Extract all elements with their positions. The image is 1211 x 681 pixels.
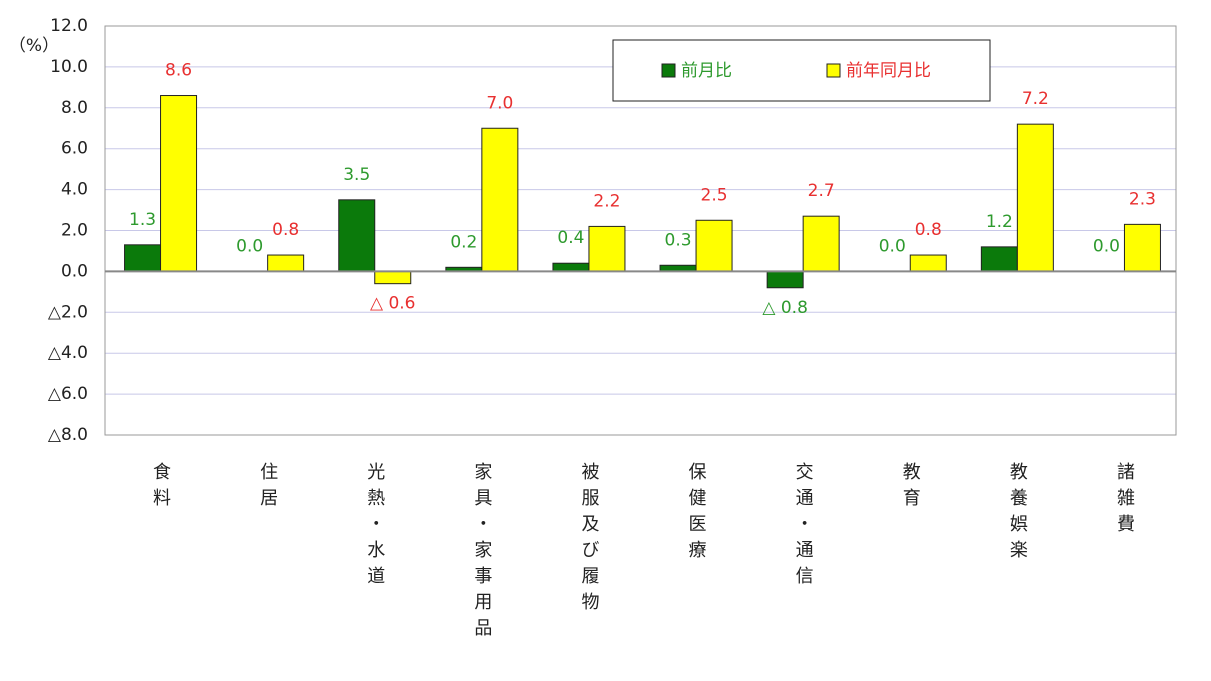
x-tick-label: 保健医療 — [686, 462, 707, 566]
value-label: △ 0.6 — [370, 294, 416, 314]
value-label: 2.5 — [701, 185, 728, 205]
y-tick-label: 4.0 — [61, 180, 88, 200]
value-label: 8.6 — [165, 61, 192, 81]
bar — [802, 215, 840, 272]
y-tick-label: △2.0 — [48, 302, 88, 322]
x-tick-label: 食料 — [150, 462, 171, 514]
y-axis-label: （%） — [9, 36, 59, 56]
x-tick-label: 教養娯楽 — [1007, 462, 1028, 566]
y-tick-label: 6.0 — [61, 139, 88, 159]
bar — [338, 199, 376, 272]
value-label: 0.8 — [272, 220, 299, 240]
y-tick-label: 0.0 — [61, 261, 88, 281]
bar — [124, 244, 162, 272]
value-label: 0.4 — [557, 228, 584, 248]
value-label: 0.2 — [450, 232, 477, 252]
value-label: 0.0 — [236, 236, 263, 256]
value-label: 0.8 — [915, 220, 942, 240]
value-label: △ 0.8 — [762, 298, 808, 318]
legend-label: 前月比 — [681, 61, 732, 81]
legend-swatch — [661, 63, 676, 78]
y-tick-label: △8.0 — [48, 425, 88, 445]
x-tick-label: 光熱・水道 — [364, 462, 385, 592]
bar — [160, 95, 198, 272]
legend-label: 前年同月比 — [846, 61, 931, 81]
value-label: 0.3 — [665, 230, 692, 250]
y-tick-label: 8.0 — [61, 98, 88, 118]
value-label: 1.3 — [129, 210, 156, 230]
value-label: 2.7 — [808, 181, 835, 201]
legend-swatch — [826, 63, 841, 78]
bar — [980, 246, 1018, 272]
y-tick-label: △4.0 — [48, 343, 88, 363]
value-label: 0.0 — [879, 236, 906, 256]
bar — [552, 262, 590, 272]
bar — [1016, 123, 1054, 272]
x-tick-label: 被服及び履物 — [578, 462, 599, 618]
value-label: 2.3 — [1129, 189, 1156, 209]
bar — [766, 270, 804, 289]
bar — [1123, 223, 1161, 272]
x-tick-label: 教育 — [900, 462, 921, 514]
x-tick-label: 家具・家事用品 — [471, 462, 492, 644]
value-label: 3.5 — [343, 165, 370, 185]
bar — [695, 219, 733, 272]
y-tick-label: 12.0 — [50, 16, 88, 36]
value-label: 2.2 — [593, 191, 620, 211]
y-tick-label: △6.0 — [48, 384, 88, 404]
value-label: 7.0 — [486, 93, 513, 113]
x-tick-label: 住居 — [257, 462, 278, 514]
y-tick-label: 2.0 — [61, 221, 88, 241]
y-tick-label: 10.0 — [50, 57, 88, 77]
x-tick-label: 諸雑費 — [1114, 462, 1135, 540]
bar — [374, 270, 412, 285]
bar — [481, 127, 519, 272]
x-tick-label: 交通・通信 — [793, 462, 814, 592]
bar — [909, 254, 947, 272]
value-label: 7.2 — [1022, 89, 1049, 109]
bar — [588, 225, 626, 272]
legend-box — [612, 39, 991, 102]
value-label: 0.0 — [1093, 236, 1120, 256]
bar — [267, 254, 305, 272]
value-label: 1.2 — [986, 212, 1013, 232]
plot-border — [104, 25, 1177, 436]
